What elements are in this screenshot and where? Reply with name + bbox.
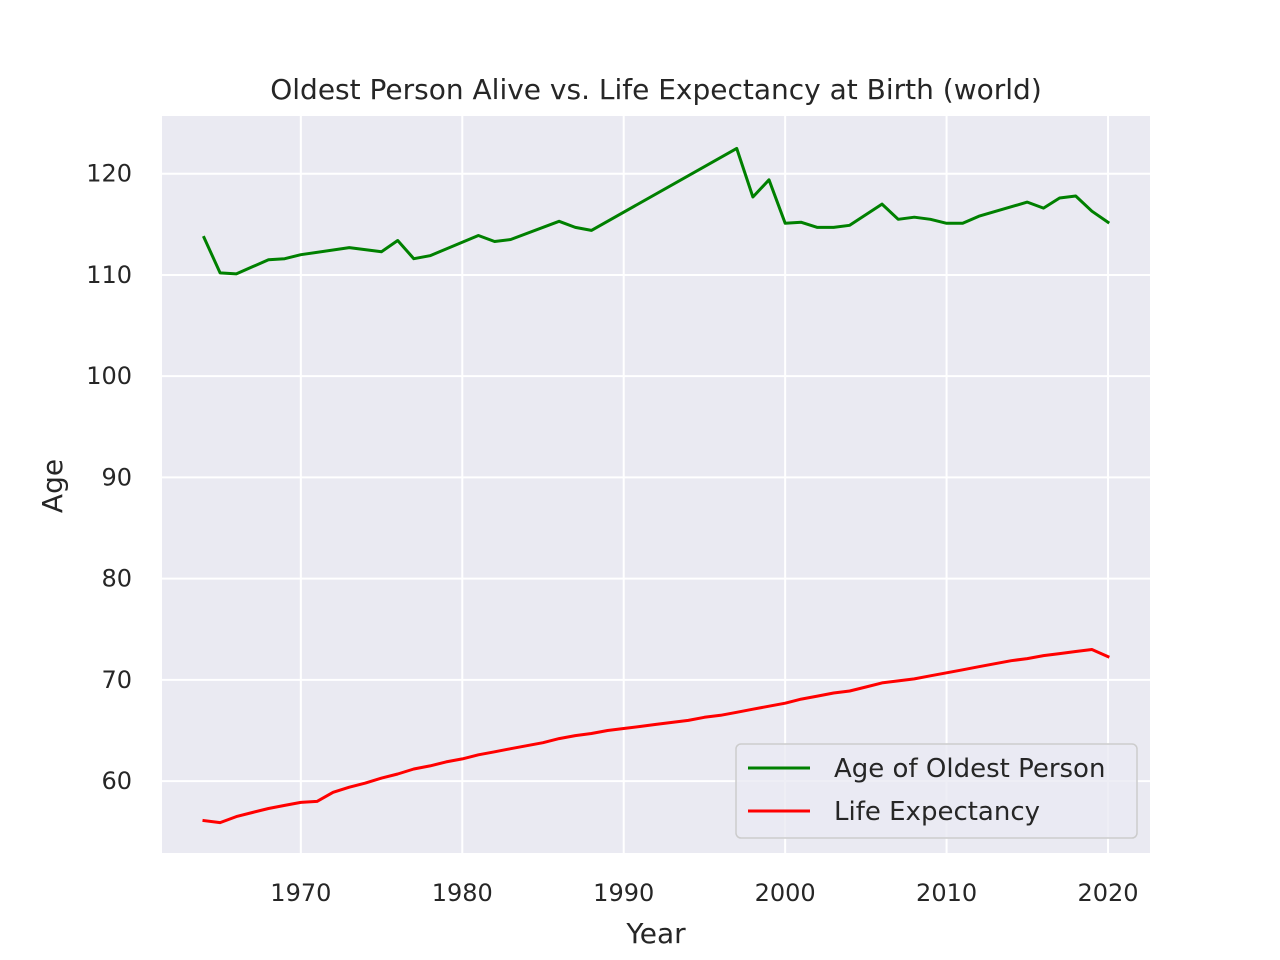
y-tick-label: 80 (101, 565, 132, 593)
legend-label-oldest-person: Age of Oldest Person (834, 754, 1105, 784)
x-axis-label: Year (625, 917, 686, 950)
legend: Age of Oldest Person Life Expectancy (735, 743, 1138, 839)
x-tick-label: 1980 (432, 879, 493, 907)
x-tick-label: 1990 (593, 879, 654, 907)
y-tick-label: 60 (101, 767, 132, 795)
y-tick-label: 70 (101, 666, 132, 694)
series-lines (202, 146, 1111, 825)
x-tick-label: 2000 (755, 879, 816, 907)
plot-area (162, 116, 1150, 853)
x-tick-label: 2020 (1077, 879, 1138, 907)
tick-labels: 1970 1980 1990 2000 2010 2020 60 70 80 90 100 110 12… (86, 160, 1138, 907)
y-tick-label: 100 (86, 362, 132, 390)
x-tick-label: 1970 (270, 879, 331, 907)
chart-title: Oldest Person Alive vs. Life Expectancy … (270, 73, 1042, 106)
legend-label-life-expectancy: Life Expectancy (834, 797, 1040, 827)
legend-box (735, 743, 1138, 839)
series-line-oldest-person (202, 146, 1111, 276)
grid (162, 116, 1150, 853)
y-axis-label: Age (36, 459, 69, 513)
x-tick-label: 2010 (916, 879, 977, 907)
series-line-life-expectancy (202, 648, 1110, 825)
y-tick-label: 90 (101, 463, 132, 491)
y-tick-label: 120 (86, 160, 132, 188)
y-tick-label: 110 (86, 261, 132, 289)
